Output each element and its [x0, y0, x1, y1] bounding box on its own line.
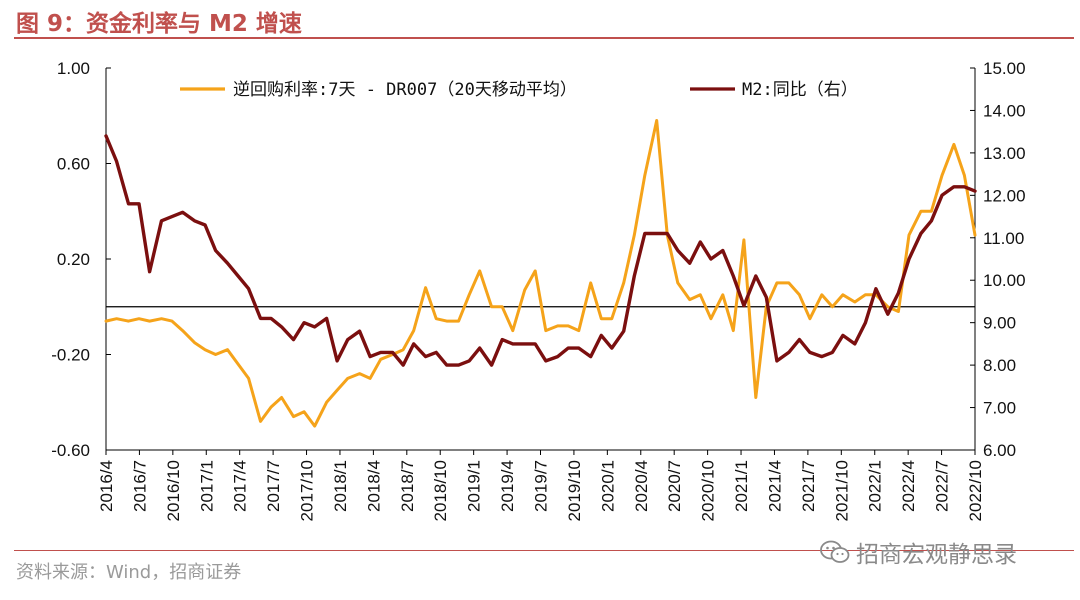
x-tick-label: 2019/7 — [532, 460, 551, 512]
x-tick-label: 2019/4 — [498, 460, 517, 512]
series-lines — [104, 119, 977, 428]
x-tick-label: 2018/1 — [331, 460, 350, 512]
right-tick-label: 9.00 — [983, 314, 1016, 333]
watermark-text: 招商宏观静思录 — [856, 542, 1017, 568]
left-tick-label: 0.20 — [57, 250, 90, 269]
right-tick-label: 10.00 — [983, 271, 1026, 290]
right-tick-label: 7.00 — [983, 399, 1016, 418]
x-tick-label: 2016/10 — [164, 460, 183, 521]
right-tick-label: 11.00 — [983, 229, 1024, 248]
x-tick-label: 2017/4 — [231, 460, 250, 512]
right-tick-label: 13.00 — [983, 144, 1026, 163]
x-tick-label: 2018/4 — [364, 460, 383, 512]
x-tick-label: 2019/10 — [565, 460, 584, 521]
right-tick-label: 15.00 — [983, 59, 1026, 78]
series-line-0 — [104, 119, 977, 428]
source-divider — [14, 550, 1074, 551]
figure-title: 图 9：资金利率与 M2 增速 — [16, 11, 302, 37]
x-tick-label: 2018/10 — [431, 460, 450, 521]
x-tick-label: 2020/7 — [665, 460, 684, 512]
legend-label-0: 逆回购利率:7天 - DR007（20天移动平均） — [233, 80, 577, 100]
right-axis-ticks: 15.00 14.00 13.00 12.00 11.00 10.00 9.00 8.00 7.… — [970, 59, 1026, 460]
legend-label-1: M2:同比（右） — [742, 80, 858, 100]
watermark: 招商宏观静思录 — [820, 535, 1017, 569]
x-tick-label: 2019/1 — [465, 460, 484, 512]
x-axis-ticks: 2016/4 2016/7 2016/10 2017/1 2017/4 2017/7 201… — [97, 450, 985, 521]
source-note: 资料来源：Wind，招商证券 — [16, 562, 242, 583]
x-tick-label: 2020/10 — [699, 460, 718, 521]
wechat-icon — [820, 540, 850, 563]
x-tick-label: 2022/10 — [966, 460, 985, 521]
x-tick-label: 2017/7 — [264, 460, 283, 512]
left-tick-label: 1.00 — [57, 59, 90, 78]
x-tick-label: 2020/4 — [632, 460, 651, 512]
right-tick-label: 12.00 — [983, 186, 1026, 205]
x-tick-label: 2022/7 — [933, 460, 952, 512]
x-tick-label: 2022/1 — [866, 460, 885, 512]
x-tick-label: 2017/1 — [197, 460, 216, 512]
x-tick-label: 2022/4 — [899, 460, 918, 512]
right-tick-label: 14.00 — [983, 101, 1026, 120]
right-tick-label: 8.00 — [983, 356, 1016, 375]
x-tick-label: 2017/10 — [298, 460, 317, 521]
left-tick-label: -0.60 — [51, 441, 90, 460]
x-tick-label: 2016/4 — [97, 460, 116, 512]
series-line-1 — [104, 134, 977, 367]
chart-frame — [105, 68, 976, 451]
x-tick-label: 2020/1 — [598, 460, 617, 512]
title-underline — [14, 37, 1074, 39]
x-tick-label: 2021/10 — [832, 460, 851, 521]
legend: 逆回购利率:7天 - DR007（20天移动平均） M2:同比（右） — [180, 80, 858, 100]
x-tick-label: 2018/7 — [398, 460, 417, 512]
x-tick-label: 2021/4 — [765, 460, 784, 512]
left-axis-ticks: 1.00 0.60 0.20 -0.20 -0.60 — [51, 59, 111, 460]
x-tick-label: 2021/7 — [799, 460, 818, 512]
right-tick-label: 6.00 — [983, 441, 1016, 460]
x-tick-label: 2016/7 — [130, 460, 149, 512]
x-tick-label: 2021/1 — [732, 460, 751, 512]
left-tick-label: 0.60 — [57, 155, 90, 174]
left-tick-label: -0.20 — [51, 346, 90, 365]
